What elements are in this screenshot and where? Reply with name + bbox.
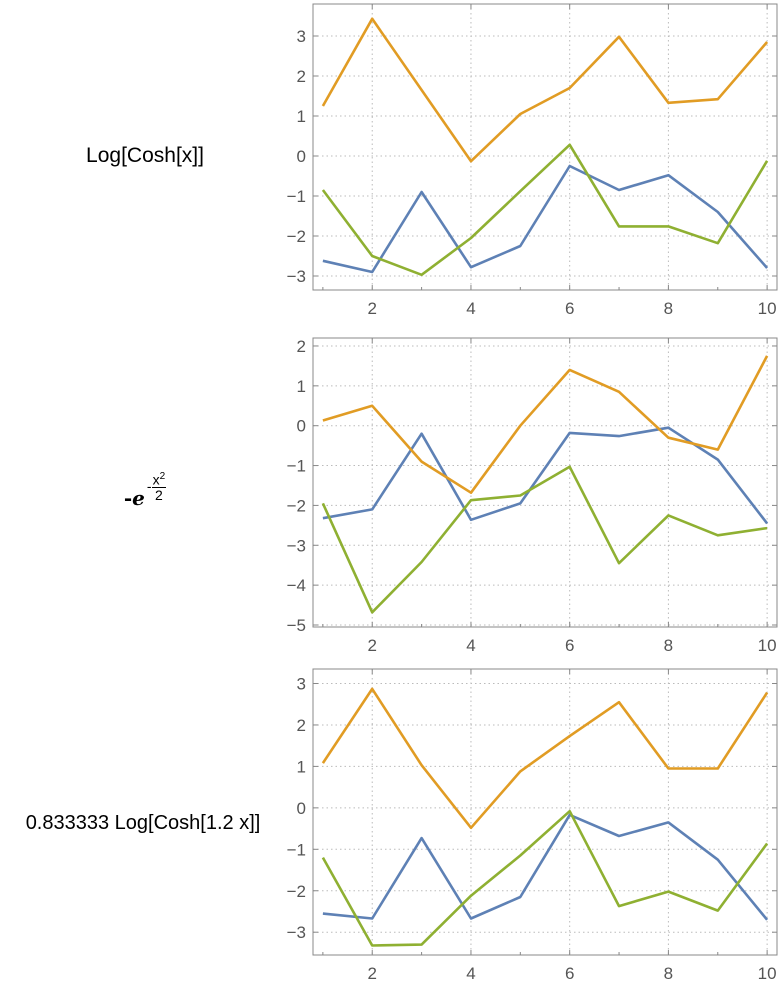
y-tick-label: 1: [297, 757, 306, 776]
y-tick-label: −3: [287, 536, 306, 555]
x-tick-label: 2: [367, 964, 376, 983]
series-line-green: [321, 143, 769, 277]
x-tick-label: 8: [664, 964, 673, 983]
plot-frame: [312, 337, 778, 628]
exponent-fraction: x2 2: [151, 471, 167, 504]
x-tick-label: 2: [367, 299, 376, 318]
numerator-base: x: [152, 471, 160, 488]
y-tick-label: 0: [297, 799, 306, 818]
exponent: - x2 2: [146, 471, 167, 504]
series-line-orange: [322, 355, 769, 495]
x-tick-label: 8: [664, 299, 673, 318]
series-line-green: [321, 465, 768, 614]
y-tick-label: −2: [287, 882, 306, 901]
fraction-denominator: 2: [154, 487, 163, 504]
y-tick-label: −1: [287, 840, 306, 859]
series-line-green: [321, 809, 769, 947]
series-line-blue: [322, 813, 769, 921]
y-tick-label: −5: [287, 616, 306, 635]
series-line-orange: [321, 17, 769, 163]
x-tick-label: 10: [758, 964, 777, 983]
x-tick-label: 4: [466, 299, 475, 318]
y-tick-label: −4: [287, 576, 306, 595]
x-tick-label: 6: [565, 636, 574, 655]
y-tick-label: 3: [297, 27, 306, 46]
row-label-log-cosh: Log[Cosh[x]]: [86, 144, 204, 167]
series-line-blue: [322, 426, 769, 525]
plot-frame: [312, 668, 778, 956]
x-tick-label: 4: [466, 636, 475, 655]
y-tick-label: 2: [297, 337, 306, 356]
fraction-numerator: x2: [151, 471, 167, 489]
y-tick-label: 1: [297, 107, 306, 126]
y-tick-label: −3: [287, 267, 306, 286]
y-tick-label: −2: [287, 496, 306, 515]
x-tick-label: 6: [565, 299, 574, 318]
x-tick-label: 10: [758, 299, 777, 318]
exp-base: e: [132, 486, 145, 511]
y-tick-label: −2: [287, 227, 306, 246]
y-tick-label: 3: [297, 675, 306, 694]
chart-3: 2 4 6 8 10 −3 −2 −1 0 1 2 3: [287, 668, 778, 983]
y-tick-label: −1: [287, 187, 306, 206]
chart-2: 2 4 6 8 10 −5 −4 −3 −2 −1 0 1 2: [287, 337, 778, 655]
series-line-blue: [322, 164, 769, 274]
y-tick-label: 0: [297, 147, 306, 166]
y-tick-label: −3: [287, 923, 306, 942]
x-tick-label: 6: [565, 964, 574, 983]
x-tick-label: 4: [466, 964, 475, 983]
row-label-scaled-log-cosh: 0.833333 Log[Cosh[1.2 x]]: [25, 812, 261, 834]
minus-sign: -: [123, 486, 133, 511]
exponent-sign: -: [146, 478, 152, 495]
series-line-orange: [321, 687, 769, 830]
x-tick-label: 8: [664, 636, 673, 655]
y-tick-label: 2: [297, 716, 306, 735]
y-tick-label: 1: [297, 377, 306, 396]
numerator-power: 2: [159, 471, 166, 482]
y-tick-label: −1: [287, 457, 306, 476]
x-tick-label: 10: [758, 636, 777, 655]
x-tick-label: 2: [367, 636, 376, 655]
y-tick-label: 2: [297, 67, 306, 86]
row-label-gaussian: -e - x2 2: [0, 471, 290, 511]
plot-frame: [312, 3, 778, 291]
chart-1: 2 4 6 8 10 −3 −2 −1 0 1 2 3: [287, 3, 778, 318]
y-tick-label: 0: [297, 417, 306, 436]
